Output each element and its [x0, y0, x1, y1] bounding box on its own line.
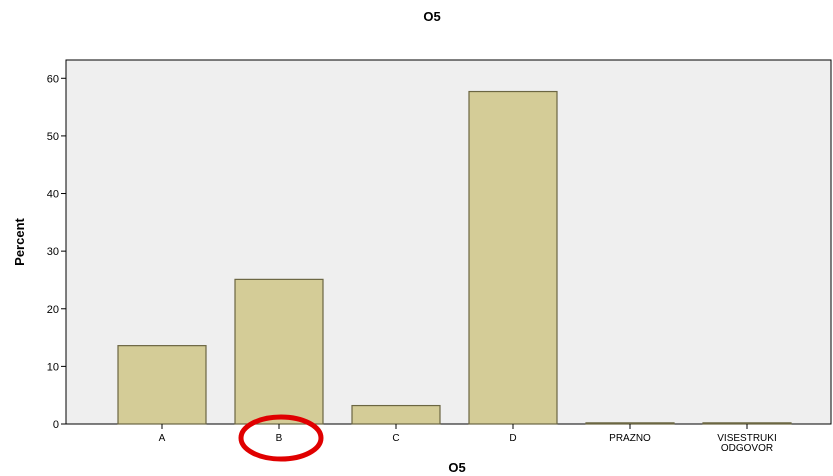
y-tick-label: 60	[47, 73, 59, 85]
x-tick-label: VISESTRUKI	[717, 433, 776, 444]
highlight-circle	[238, 414, 324, 462]
chart-title: O5	[423, 9, 440, 24]
x-tick-label: B	[276, 433, 283, 444]
bar	[351, 404, 441, 425]
y-tick-label: 50	[47, 131, 59, 143]
y-tick-label: 30	[47, 246, 59, 258]
bar	[117, 345, 207, 425]
x-tick-label: C	[392, 433, 399, 444]
y-tick-label: 0	[53, 419, 59, 431]
y-axis-label: Percent	[12, 217, 27, 265]
x-tick-label: A	[159, 433, 166, 444]
y-tick-label: 40	[47, 189, 59, 201]
y-axis: 0 10 20 30 40 50 60	[47, 73, 66, 431]
bar	[234, 278, 324, 425]
bar	[702, 422, 792, 425]
x-tick-label: PRAZNO	[609, 433, 651, 444]
bar	[585, 422, 675, 425]
bar	[468, 90, 558, 425]
y-tick-label: 20	[47, 304, 59, 316]
x-tick-label: ODGOVOR	[721, 443, 773, 454]
x-axis-label: O5	[448, 460, 465, 475]
x-tick-label: D	[509, 433, 516, 444]
y-tick-label: 10	[47, 361, 59, 373]
